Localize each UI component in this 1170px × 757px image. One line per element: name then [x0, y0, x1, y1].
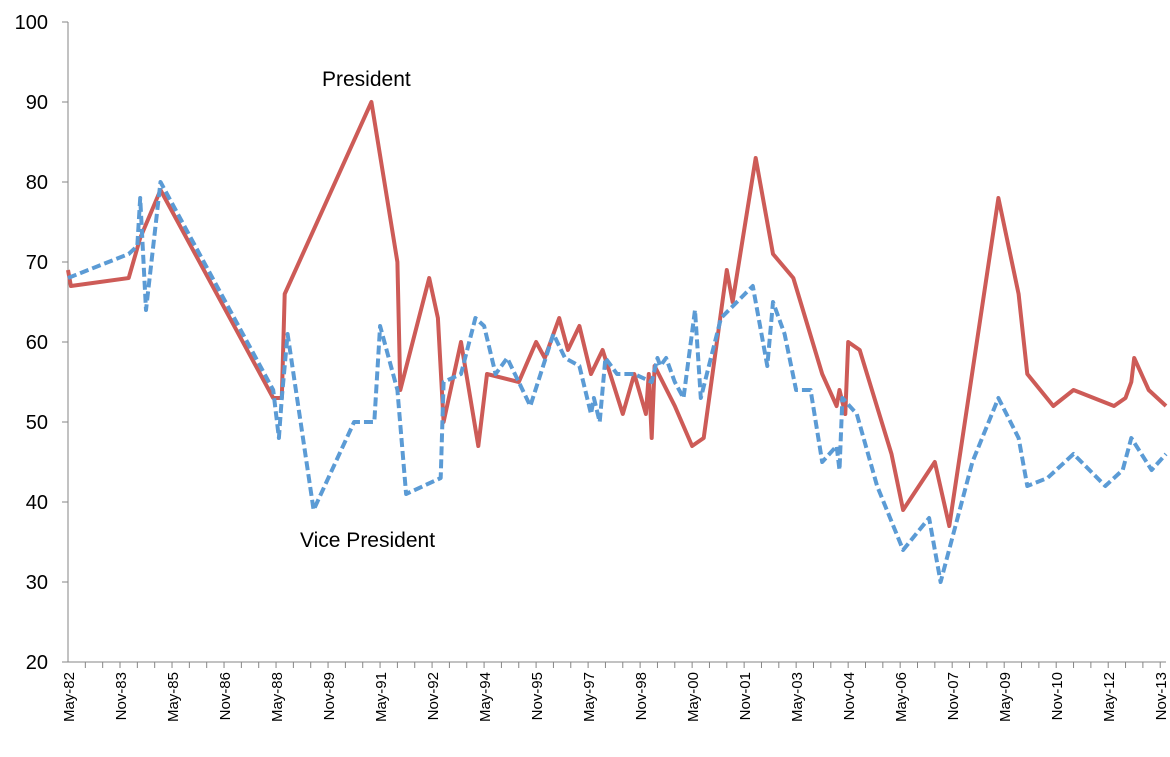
y-tick-label: 90: [26, 92, 48, 114]
x-tick-label: Nov-89: [321, 672, 338, 720]
x-tick-label: May-03: [789, 672, 806, 722]
x-tick-label: May-97: [581, 672, 598, 722]
series-lines: [66, 100, 1168, 584]
y-tick-label: 60: [26, 332, 48, 354]
x-tick-label: May-09: [997, 672, 1014, 722]
x-tick-label: May-00: [685, 672, 702, 722]
x-tick-label: May-88: [269, 672, 286, 722]
y-tick-label: 30: [26, 572, 48, 594]
x-tick-label: May-82: [61, 672, 78, 722]
president-annotation: President: [322, 68, 411, 91]
x-tick-label: May-85: [165, 672, 182, 722]
x-tick-label: Nov-83: [113, 672, 130, 720]
y-tick-label: 40: [26, 492, 48, 514]
x-tick-label: Nov-13: [1153, 672, 1170, 720]
x-tick-label: Nov-04: [841, 672, 858, 720]
vice-president-annotation: Vice President: [300, 529, 435, 552]
vice-president-series-line: [67, 180, 1168, 584]
x-tick-label: May-12: [1101, 672, 1118, 722]
x-tick-label: Nov-01: [737, 672, 754, 720]
x-tick-label: Nov-92: [425, 672, 442, 720]
y-tick-label: 80: [26, 172, 48, 194]
president-series-line: [66, 100, 1168, 528]
x-tick-label: Nov-95: [529, 672, 546, 720]
y-tick-label: 20: [26, 652, 48, 674]
x-tick-label: Nov-07: [945, 672, 962, 720]
x-tick-label: May-94: [477, 672, 494, 722]
x-tick-label: Nov-86: [217, 672, 234, 720]
y-tick-label: 70: [26, 252, 48, 274]
x-tick-label: Nov-98: [633, 672, 650, 720]
x-tick-label: May-06: [893, 672, 910, 722]
x-tick-label: Nov-10: [1049, 672, 1066, 720]
x-tick-label: May-91: [373, 672, 390, 722]
axes: 20 30 40 50 60 70 80 90 100 May-82 Nov-83 May-85 Nov…: [15, 12, 1170, 722]
series-annotations: President Vice President: [300, 68, 435, 552]
y-tick-label: 100: [15, 12, 48, 34]
y-tick-label: 50: [26, 412, 48, 434]
